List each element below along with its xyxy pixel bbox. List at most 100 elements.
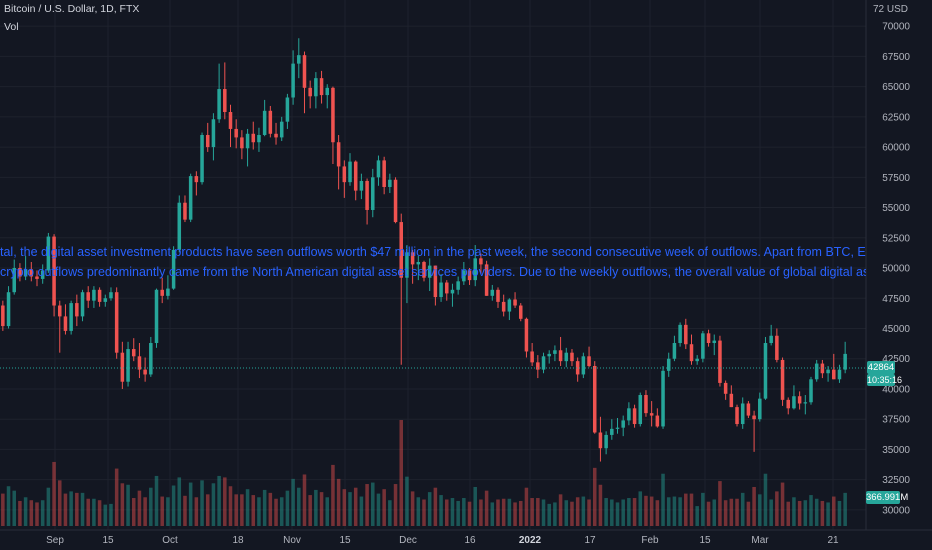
candle-body bbox=[536, 362, 540, 370]
candle-body bbox=[518, 305, 523, 319]
volume-bar bbox=[501, 498, 506, 526]
volume-bar bbox=[564, 500, 569, 526]
volume-bar bbox=[718, 481, 722, 526]
volume-bar bbox=[832, 496, 836, 526]
candle-body bbox=[524, 318, 529, 352]
volume-bar bbox=[314, 489, 318, 526]
volume-bar bbox=[490, 502, 495, 526]
candle-body bbox=[843, 353, 847, 370]
news-overlay-line-1: tal, the digital asset investment produc… bbox=[0, 245, 866, 263]
volume-bar bbox=[786, 501, 791, 526]
volume-bar bbox=[558, 494, 563, 526]
candle-body bbox=[23, 269, 28, 277]
time-tick-label: Nov bbox=[283, 535, 301, 546]
time-tick-label: 18 bbox=[232, 535, 244, 546]
candle-body bbox=[797, 396, 802, 404]
candle-body bbox=[627, 408, 631, 421]
time-tick-label: Feb bbox=[641, 535, 659, 546]
candle-body bbox=[200, 134, 204, 183]
candle-body bbox=[80, 292, 85, 317]
volume-bar bbox=[570, 501, 574, 526]
candle-body bbox=[291, 63, 295, 98]
volume-bar bbox=[228, 486, 233, 526]
volume-bar bbox=[137, 490, 142, 526]
candle-body bbox=[422, 261, 426, 278]
time-tick-label: Dec bbox=[399, 535, 417, 546]
volume-bar bbox=[376, 493, 381, 526]
volume-bar bbox=[160, 496, 164, 526]
candle-body bbox=[137, 356, 142, 370]
volume-bar bbox=[393, 484, 398, 526]
volume-bar bbox=[712, 499, 717, 526]
volume-bar bbox=[462, 498, 466, 526]
candle-body bbox=[649, 413, 654, 416]
volume-bar bbox=[12, 490, 16, 526]
volume-bar bbox=[445, 499, 449, 526]
volume-bar bbox=[450, 498, 455, 526]
volume-bar bbox=[740, 492, 745, 526]
volume-bar bbox=[245, 489, 250, 526]
candle-body bbox=[103, 298, 108, 302]
volume-bar bbox=[92, 498, 96, 526]
time-tick-label: 15 bbox=[699, 535, 711, 546]
volume-bar bbox=[592, 467, 597, 526]
candle-body bbox=[297, 55, 301, 64]
volume-bar bbox=[6, 486, 11, 526]
candle-body bbox=[814, 363, 819, 380]
candle-body bbox=[433, 265, 438, 298]
candle-body bbox=[610, 428, 614, 435]
volume-bar bbox=[610, 499, 614, 526]
candle-body bbox=[462, 270, 466, 282]
volume-bar bbox=[672, 496, 677, 526]
candle-body bbox=[496, 289, 500, 302]
volume-bar bbox=[684, 493, 688, 526]
volume-indicator-label[interactable]: Vol bbox=[4, 21, 19, 33]
candle-body bbox=[735, 407, 739, 425]
candle-body bbox=[6, 292, 11, 327]
candle-body bbox=[570, 352, 574, 362]
volume-bar bbox=[274, 498, 278, 526]
volume-bar bbox=[575, 497, 580, 526]
candle-body bbox=[29, 269, 34, 277]
candle-body bbox=[69, 303, 73, 331]
candle-body bbox=[564, 352, 569, 362]
symbol-title[interactable]: Bitcoin / U.S. Dollar, 1D, FTX bbox=[4, 3, 140, 15]
candle-body bbox=[171, 249, 176, 289]
time-axis-labels: Sep 15 Oct 18 Nov 15 Dec 16 2022 17 Feb 15 Mar 21 bbox=[46, 535, 839, 546]
candle-body bbox=[262, 110, 267, 135]
candle-body bbox=[439, 282, 443, 298]
volume-bar bbox=[769, 499, 773, 526]
currency-unit-label[interactable]: 72 USD bbox=[873, 4, 909, 15]
candle-body bbox=[684, 324, 688, 345]
volume-bar bbox=[365, 484, 369, 526]
volume-bar bbox=[758, 494, 762, 526]
volume-bar bbox=[75, 492, 79, 526]
volume-bar bbox=[188, 482, 193, 526]
candle-body bbox=[393, 179, 398, 223]
candle-body bbox=[371, 177, 375, 210]
volume-bar bbox=[803, 500, 808, 526]
candle-body bbox=[143, 369, 147, 375]
candle-body bbox=[644, 395, 648, 414]
volume-bar bbox=[729, 498, 734, 526]
volume-bar bbox=[302, 474, 307, 526]
volume-bar bbox=[217, 475, 221, 526]
candle-body bbox=[12, 268, 16, 293]
volume-bar bbox=[285, 490, 290, 526]
volume-bar bbox=[763, 473, 768, 526]
volume-bar bbox=[541, 499, 546, 526]
candle-body bbox=[484, 264, 489, 296]
candle-body bbox=[786, 399, 791, 409]
candle-body bbox=[97, 289, 102, 302]
volume-bar bbox=[97, 500, 102, 526]
candle-body bbox=[126, 349, 130, 382]
candle-body bbox=[621, 420, 625, 428]
candle-body bbox=[388, 179, 392, 187]
candle-body bbox=[558, 350, 563, 362]
candle-body bbox=[832, 369, 836, 380]
volume-bar bbox=[262, 489, 267, 526]
candle-body bbox=[325, 87, 330, 96]
candle-body bbox=[1, 305, 5, 327]
volume-bar bbox=[29, 500, 34, 526]
